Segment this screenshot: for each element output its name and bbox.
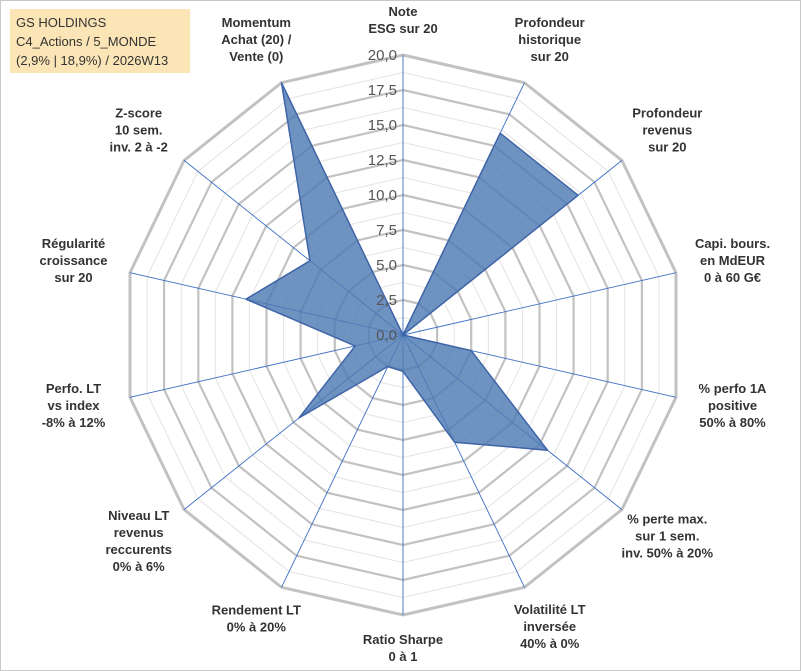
axis-label-line: Volatilité LT [514, 602, 586, 617]
axis-label-line: Perfo. LT [46, 381, 101, 396]
axis-label: Volatilité LT inversée 40% à 0% [514, 602, 586, 651]
axis-label-line: ESG sur 20 [368, 21, 437, 36]
tick-label: 17,5 [368, 82, 397, 99]
axis-label-line: sur 20 [531, 49, 569, 64]
tick-label: 7,5 [376, 222, 397, 239]
axis-label: Profondeur historique sur 20 [515, 15, 585, 64]
radar-series [245, 81, 579, 451]
axis-label: Note ESG sur 20 [368, 4, 437, 36]
axis-label-line: sur 1 sem. [635, 528, 699, 543]
axis-label-line: % perfo 1A [699, 381, 768, 396]
axis-label-line: 0% à 6% [113, 559, 165, 574]
spoke-line [281, 334, 404, 588]
axis-label-line: inversée [523, 619, 576, 634]
axis-label-line: Capi. bours. [695, 236, 770, 251]
axis-label-line: 0 à 60 G€ [704, 270, 761, 285]
axis-label: Niveau LT revenus reccurents 0% à 6% [105, 508, 171, 574]
axis-label-line: Z-score [115, 106, 162, 121]
axis-label-line: Momentum [222, 15, 291, 30]
axis-label-line: Vente (0) [229, 49, 283, 64]
axis-label: Capi. bours. en MdEUR 0 à 60 G€ [695, 236, 770, 285]
tick-label: 20,0 [368, 47, 397, 64]
axis-label: Perfo. LT vs index -8% à 12% [42, 381, 106, 430]
tick-label: 12,5 [368, 152, 397, 169]
axis-label-line: sur 20 [54, 270, 92, 285]
axis-label-line: inv. 2 à -2 [110, 140, 168, 155]
chart-title-box: GS HOLDINGS C4_Actions / 5_MONDE (2,9% |… [10, 9, 190, 73]
axis-label-line: Note [389, 4, 418, 19]
radar-tick-labels: 0,0 2,5 5,0 7,5 10,0 12,5 15,0 17,5 20,0 [368, 47, 397, 344]
tick-label: 10,0 [368, 187, 397, 204]
axis-label-line: en MdEUR [700, 253, 766, 268]
axis-label-line: Profondeur [515, 15, 585, 30]
axis-label-line: -8% à 12% [42, 415, 106, 430]
axis-label-line: Achat (20) / [221, 32, 291, 47]
title-category: C4_Actions / 5_MONDE [16, 34, 157, 49]
axis-label: Rendement LT 0% à 20% [212, 603, 301, 635]
axis-label-line: historique [518, 32, 581, 47]
series-area [245, 81, 579, 451]
axis-label-line: revenus [642, 123, 692, 138]
axis-label-line: 50% à 80% [699, 415, 766, 430]
axis-label: Profondeur revenus sur 20 [632, 106, 702, 155]
axis-label-line: Niveau LT [108, 508, 169, 523]
axis-label-line: Ratio Sharpe [363, 632, 443, 647]
axis-label: % perte max. sur 1 sem. inv. 50% à 20% [622, 511, 714, 560]
spoke-line [402, 272, 677, 336]
axis-label-line: positive [708, 398, 757, 413]
axis-label-line: Rendement LT [212, 603, 301, 618]
axis-label-line: 0% à 20% [227, 620, 287, 635]
tick-label: 0,0 [376, 327, 397, 344]
axis-label: Z-score 10 sem. inv. 2 à -2 [110, 106, 168, 155]
axis-label-line: vs index [47, 398, 100, 413]
title-company: GS HOLDINGS [16, 15, 107, 30]
axis-label-line: revenus [114, 525, 164, 540]
axis-label: Momentum Achat (20) / Vente (0) [221, 15, 291, 64]
axis-label: % perfo 1A positive 50% à 80% [699, 381, 768, 430]
axis-label: Ratio Sharpe 0 à 1 [363, 632, 443, 664]
axis-label-line: reccurents [105, 542, 171, 557]
radar-axis-labels: Note ESG sur 20 Profondeur historique sur 20… [40, 4, 771, 664]
tick-label: 2,5 [376, 292, 397, 309]
title-stats: (2,9% | 18,9%) / 2026W13 [16, 53, 169, 68]
tick-label: 15,0 [368, 117, 397, 134]
axis-label-line: 10 sem. [115, 123, 163, 138]
axis-label-line: sur 20 [648, 140, 686, 155]
axis-label-line: croissance [40, 253, 108, 268]
axis-label-line: 40% à 0% [520, 636, 580, 651]
axis-label-line: % perte max. [627, 511, 707, 526]
tick-label: 5,0 [376, 257, 397, 274]
axis-label-line: Régularité [42, 236, 106, 251]
axis-label-line: Profondeur [632, 106, 702, 121]
axis-label: Régularité croissance sur 20 [40, 236, 108, 285]
axis-label-line: 0 à 1 [389, 649, 418, 664]
axis-label-line: inv. 50% à 20% [622, 545, 714, 560]
